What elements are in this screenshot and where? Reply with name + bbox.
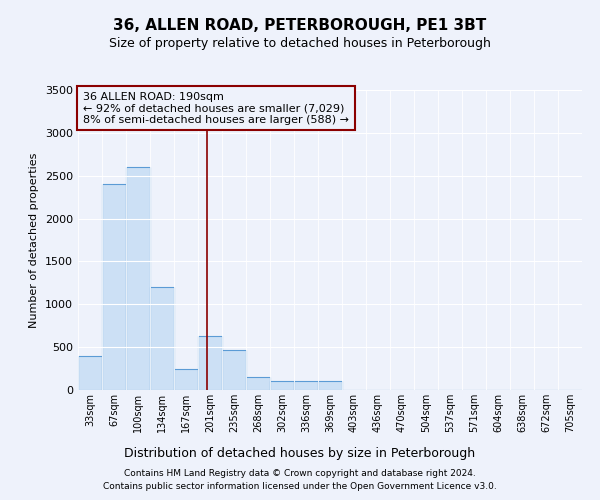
Bar [318,382,342,390]
Bar [270,382,294,390]
Text: Contains HM Land Registry data © Crown copyright and database right 2024.: Contains HM Land Registry data © Crown c… [124,469,476,478]
Text: Size of property relative to detached houses in Peterborough: Size of property relative to detached ho… [109,38,491,51]
Bar [246,377,270,390]
Text: Distribution of detached houses by size in Peterborough: Distribution of detached houses by size … [124,448,476,460]
Bar [126,167,150,390]
Bar [102,184,126,390]
Bar [78,356,102,390]
Bar [294,382,318,390]
Bar [150,287,174,390]
Y-axis label: Number of detached properties: Number of detached properties [29,152,40,328]
Bar [174,368,198,390]
Bar [198,336,222,390]
Bar [222,350,246,390]
Text: 36, ALLEN ROAD, PETERBOROUGH, PE1 3BT: 36, ALLEN ROAD, PETERBOROUGH, PE1 3BT [113,18,487,32]
Text: Contains public sector information licensed under the Open Government Licence v3: Contains public sector information licen… [103,482,497,491]
Text: 36 ALLEN ROAD: 190sqm
← 92% of detached houses are smaller (7,029)
8% of semi-de: 36 ALLEN ROAD: 190sqm ← 92% of detached … [83,92,349,124]
